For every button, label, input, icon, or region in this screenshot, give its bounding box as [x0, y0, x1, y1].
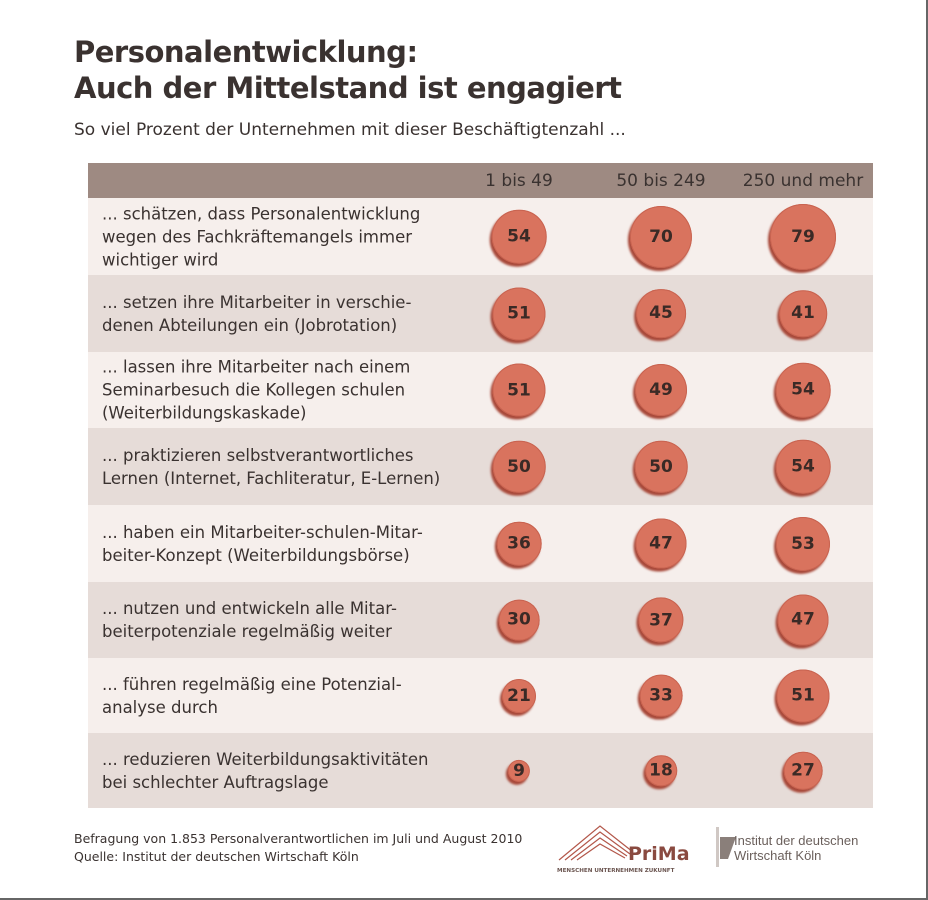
bubble-value: 51 — [492, 363, 546, 417]
column-header-row: 1 bis 49 50 bis 249 250 und mehr — [88, 163, 873, 198]
chart-title: Personalentwicklung: Auch der Mittelstan… — [74, 34, 622, 106]
bubble-value: 54 — [775, 439, 831, 494]
column-header: 50 bis 249 — [616, 171, 706, 191]
row-label: ... führen regelmäßig eine Potenzial- an… — [102, 674, 402, 717]
column-header: 1 bis 49 — [485, 171, 553, 191]
bubble-value: 79 — [770, 203, 836, 270]
bubble-value: 41 — [779, 289, 827, 338]
bubble-value: 21 — [501, 678, 537, 713]
bubble-value: 36 — [496, 521, 542, 566]
row-label: ... reduzieren Weiterbildungsaktivitäten… — [102, 749, 429, 792]
row-label: ... praktizieren selbstverantwortliches … — [102, 445, 441, 488]
bubble-value: 9 — [507, 759, 531, 782]
svg-text:PriMa: PriMa — [628, 843, 690, 865]
footer-note: Befragung von 1.853 Personalverantwortli… — [74, 830, 522, 866]
iw-logo — [716, 827, 736, 867]
table-row: ... setzen ihre Mitarbeiter in verschie-… — [88, 275, 873, 352]
table-body: ... schätzen, dass Personalentwicklung w… — [88, 198, 873, 808]
bubble-value: 49 — [635, 364, 687, 416]
row-label: ... haben ein Mitarbeiter-schulen-Mitar-… — [102, 522, 423, 565]
bubble-value: 53 — [775, 516, 831, 571]
bubble-value: 51 — [492, 286, 546, 341]
bubble-value: 47 — [635, 518, 687, 569]
bubble-value: 50 — [492, 440, 546, 493]
row-label: ... lassen ihre Mitarbeiter nach einem S… — [102, 357, 411, 423]
table-row: ... führen regelmäßig eine Potenzial- an… — [88, 658, 873, 733]
row-label: ... nutzen und entwickeln alle Mitar- be… — [102, 599, 397, 641]
bubble-value: 18 — [645, 754, 677, 787]
bubble-value: 54 — [775, 362, 831, 418]
title-line-2: Auch der Mittelstand ist engagiert — [74, 71, 622, 105]
bubble-value: 70 — [629, 205, 693, 268]
row-label: ... setzen ihre Mitarbeiter in verschie-… — [102, 292, 412, 335]
bubble-value: 30 — [498, 599, 540, 641]
bubble-value: 45 — [636, 288, 686, 339]
bubble-value: 33 — [639, 674, 683, 717]
bubble-value: 27 — [783, 751, 823, 790]
iw-line-2: Wirtschaft Köln — [734, 848, 822, 863]
title-line-1: Personalentwicklung: — [74, 35, 418, 69]
bubble-value: 50 — [634, 440, 688, 493]
iw-name: Institut der deutschen Wirtschaft Köln — [734, 833, 858, 863]
survey-note: Befragung von 1.853 Personalverantwortli… — [74, 831, 523, 846]
table-row: ... lassen ihre Mitarbeiter nach einem S… — [88, 352, 873, 428]
chart-subtitle: So viel Prozent der Unternehmen mit dies… — [74, 120, 626, 140]
row-label: ... schätzen, dass Personalentwicklung w… — [102, 204, 421, 269]
iw-line-1: Institut der deutschen — [734, 833, 859, 848]
table-row: ... haben ein Mitarbeiter-schulen-Mitar-… — [88, 505, 873, 582]
table-row: ... schätzen, dass Personalentwicklung w… — [88, 198, 873, 275]
svg-text:MENSCHEN UNTERNEHMEN ZUKUNFT: MENSCHEN UNTERNEHMEN ZUKUNFT — [557, 868, 675, 874]
bubble-value: 51 — [776, 668, 830, 723]
bubble-table: 1 bis 49 50 bis 249 250 und mehr ... schät… — [88, 163, 873, 808]
prima-logo: PriMa MENSCHEN UNTERNEHMEN ZUKUNFT — [557, 825, 690, 874]
bubble-value: 37 — [638, 597, 684, 643]
bubble-value: 47 — [777, 594, 829, 646]
bubble-value: 54 — [491, 209, 547, 264]
table-row: ... reduzieren Weiterbildungsaktivitäten… — [88, 733, 873, 808]
table-row: ... praktizieren selbstverantwortliches … — [88, 428, 873, 505]
column-header: 250 und mehr — [742, 171, 864, 191]
table-row: ... nutzen und entwickeln alle Mitar- be… — [88, 582, 873, 658]
source-note: Quelle: Institut der deutschen Wirtschaf… — [74, 849, 359, 864]
